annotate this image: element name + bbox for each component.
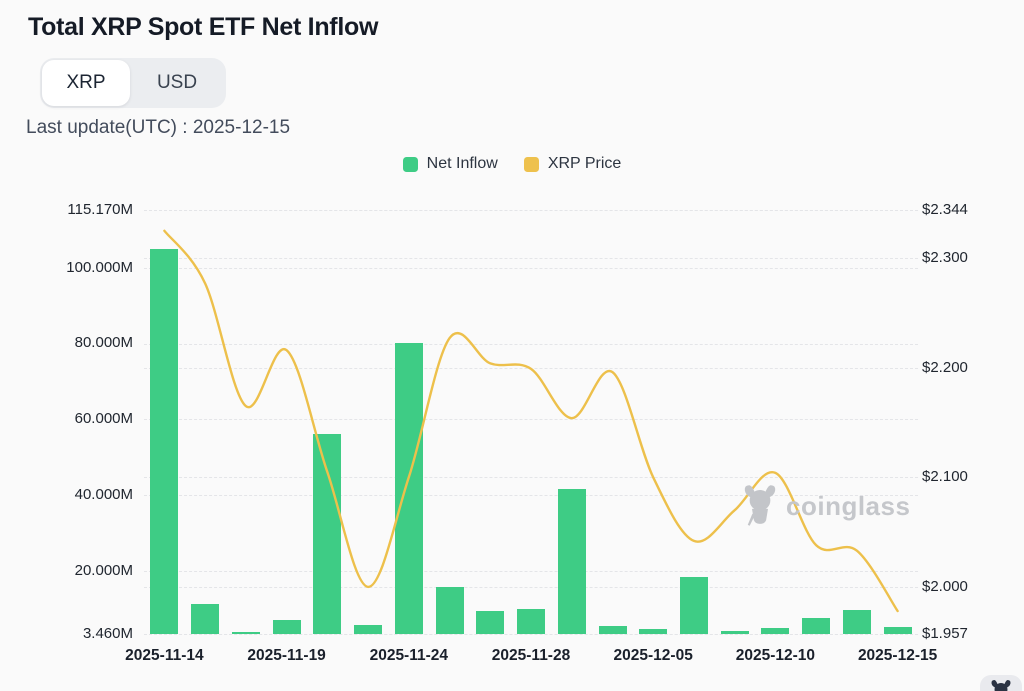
inflow-bar[interactable] xyxy=(231,632,260,634)
x-axis-tick-label: 2025-11-24 xyxy=(369,647,449,664)
unit-toggle: XRP USD xyxy=(40,58,226,108)
toggle-option-usd[interactable]: USD xyxy=(130,60,224,106)
inflow-bar[interactable] xyxy=(272,619,301,634)
x-axis-tick-label: 2025-11-19 xyxy=(247,647,326,664)
x-axis-tick-label: 2025-12-10 xyxy=(735,647,816,664)
net-inflow-legend-label: Net Inflow xyxy=(426,155,498,172)
inflow-bar[interactable] xyxy=(557,488,586,634)
gridline-right-axis xyxy=(144,210,918,211)
inflow-bar[interactable] xyxy=(679,576,708,634)
coinglass-bull-logo-icon xyxy=(744,485,776,526)
gridline-right-axis xyxy=(144,258,918,260)
left-axis-tick-label: 80.000M xyxy=(74,334,133,352)
gridline-right-axis xyxy=(144,634,918,635)
inflow-bar[interactable] xyxy=(394,342,423,634)
inflow-bar[interactable] xyxy=(720,630,749,634)
net-inflow-swatch xyxy=(402,156,418,172)
page-title: Total XRP Spot ETF Net Inflow xyxy=(28,13,379,41)
inflow-bar[interactable] xyxy=(435,586,464,634)
right-axis-tick-label: $2.300 xyxy=(922,249,968,267)
chat-bull-icon xyxy=(991,680,1011,691)
left-axis-tick-label: 3.460M xyxy=(82,625,133,642)
inflow-bar[interactable] xyxy=(313,433,342,634)
gridline-right-axis xyxy=(144,367,918,369)
inflow-bar[interactable] xyxy=(639,628,668,634)
inflow-bar[interactable] xyxy=(842,609,871,634)
left-axis-tick-label: 60.000M xyxy=(74,410,133,428)
left-axis-tick-label: 115.170M xyxy=(67,201,133,218)
right-axis-tick-label: $2.200 xyxy=(922,358,968,376)
legend-item-net-inflow[interactable]: Net Inflow xyxy=(402,155,498,173)
inflow-bar[interactable] xyxy=(191,603,220,634)
chart-legend: Net Inflow XRP Price xyxy=(0,155,1024,173)
gridline-right-axis xyxy=(144,477,918,479)
left-axis-tick-label: 20.000M xyxy=(74,562,133,580)
right-axis-tick-label: $2.344 xyxy=(922,201,968,218)
x-axis-tick-label: 2025-12-05 xyxy=(613,647,693,664)
gridline-left-axis xyxy=(144,343,918,345)
inflow-bar[interactable] xyxy=(476,610,505,634)
right-axis-tick-label: $1.957 xyxy=(922,625,968,642)
x-axis-tick-label: 2025-11-14 xyxy=(125,647,204,664)
x-axis-tick-label: 2025-11-28 xyxy=(491,647,571,664)
toggle-option-xrp[interactable]: XRP xyxy=(42,60,130,106)
gridline-left-axis xyxy=(144,571,918,573)
gridline-right-axis xyxy=(144,586,918,588)
inflow-bar[interactable] xyxy=(761,627,790,634)
gridline-left-axis xyxy=(144,419,918,421)
right-axis-tick-label: $2.000 xyxy=(922,577,968,595)
x-axis-tick-label: 2025-12-15 xyxy=(857,647,938,664)
inflow-bar[interactable] xyxy=(354,625,383,634)
right-axis-tick-label: $2.100 xyxy=(922,468,968,486)
left-axis-tick-label: 40.000M xyxy=(74,486,133,504)
inflow-bar[interactable] xyxy=(598,625,627,634)
xrp-price-swatch xyxy=(523,156,539,172)
chat-widget-button[interactable] xyxy=(980,675,1022,691)
last-update-label: Last update(UTC) : 2025-12-15 xyxy=(26,117,291,138)
legend-item-xrp-price[interactable]: XRP Price xyxy=(523,155,622,173)
xrp-price-legend-label: XRP Price xyxy=(547,155,622,172)
inflow-bar[interactable] xyxy=(802,617,831,634)
left-axis-tick-label: 100.000M xyxy=(66,258,133,276)
inflow-bar[interactable] xyxy=(150,248,179,634)
watermark-text: coinglass xyxy=(786,490,911,521)
inflow-bar[interactable] xyxy=(883,626,912,634)
coinglass-watermark: coinglass xyxy=(744,485,910,527)
gridline-left-axis xyxy=(144,267,918,269)
inflow-bar[interactable] xyxy=(517,608,545,634)
